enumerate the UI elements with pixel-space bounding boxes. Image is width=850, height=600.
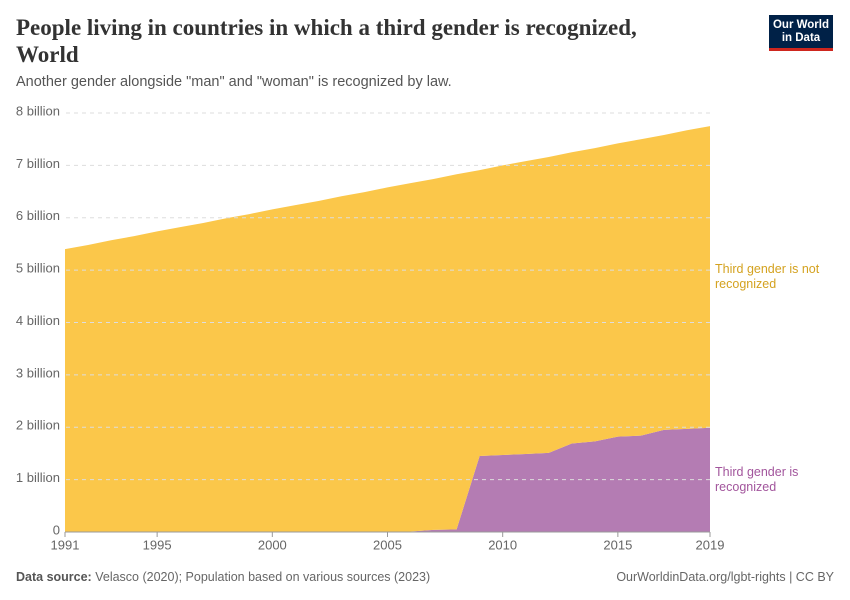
x-tick-label: 2005 bbox=[373, 537, 402, 552]
source: Data source: Velasco (2020); Population … bbox=[16, 570, 430, 584]
logo-line: in Data bbox=[781, 32, 821, 44]
y-tick-label: 1 billion bbox=[16, 470, 60, 485]
area bbox=[65, 126, 710, 532]
y-tick-label: 2 billion bbox=[16, 418, 60, 433]
x-tick-label: 2019 bbox=[696, 537, 725, 552]
x-tick-label: 2000 bbox=[258, 537, 287, 552]
series-label: Third gender is recognized bbox=[715, 464, 799, 494]
y-tick-label: 4 billion bbox=[16, 313, 60, 328]
source-label: Data source: bbox=[16, 570, 92, 584]
y-tick-label: 6 billion bbox=[16, 208, 60, 223]
y-tick-label: 8 billion bbox=[16, 103, 60, 118]
chart-subtitle: Another gender alongside "man" and "woma… bbox=[16, 74, 452, 90]
y-tick-label: 3 billion bbox=[16, 365, 60, 380]
area bbox=[65, 427, 710, 532]
series-label: Third gender is not recognized bbox=[715, 261, 820, 291]
y-tick-label: 0 bbox=[53, 522, 60, 537]
x-tick-label: 1995 bbox=[143, 537, 172, 552]
chart-title: People living in countries in which a th… bbox=[16, 15, 637, 67]
y-tick-label: 7 billion bbox=[16, 156, 60, 171]
x-tick-label: 1991 bbox=[51, 537, 80, 552]
footer-link[interactable]: OurWorldinData.org/lgbt-rights | CC BY bbox=[616, 570, 834, 584]
logo-line: Our World bbox=[772, 19, 829, 31]
x-tick-label: 2010 bbox=[488, 537, 517, 552]
source-text: Velasco (2020); Population based on vari… bbox=[95, 570, 431, 584]
logo[interactable]: Our World in Data bbox=[769, 15, 833, 51]
x-tick-label: 2015 bbox=[603, 537, 632, 552]
y-tick-label: 5 billion bbox=[16, 261, 60, 276]
